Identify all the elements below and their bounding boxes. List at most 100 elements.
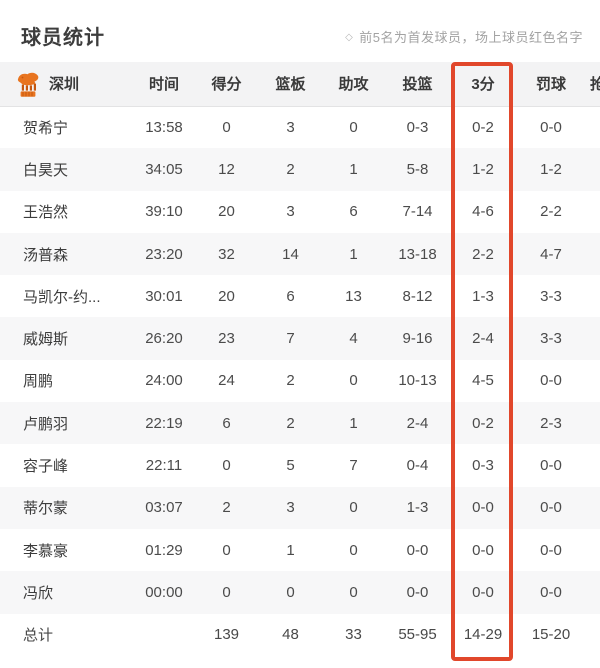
cell-rebounds: 14 (282, 245, 299, 263)
cell-three-points: 0-0 (472, 541, 494, 559)
cell-rebounds: 0 (286, 583, 295, 601)
cell-three-points: 0-2 (472, 414, 494, 432)
table-header-row: 深圳 时间 得分 篮板 助攻 投篮 3分 罚球 抢断 (0, 62, 600, 106)
cell-assists: 1 (349, 414, 358, 432)
cell-rebounds: 2 (286, 372, 295, 390)
table-row[interactable]: 马凯尔-约... 30:01 20 6 13 8-12 1-3 3-3 (0, 275, 600, 318)
cell-time: 01:29 (145, 541, 183, 559)
cell-rebounds: 2 (286, 414, 295, 432)
cell-rebounds: 3 (286, 203, 295, 221)
cell-field-goals: 55-95 (398, 626, 437, 644)
cell-steals-clipped (586, 402, 600, 444)
table-row[interactable]: 李慕豪 01:29 0 1 0 0-0 0-0 0-0 (0, 528, 600, 572)
col-header-time: 时间 (148, 76, 179, 94)
table-row[interactable]: 周鹏 24:00 24 2 0 10-13 4-5 0-0 (0, 359, 600, 403)
cell-free-throws: 0-0 (540, 457, 562, 475)
table-row[interactable]: 冯欣 00:00 0 0 0 0-0 0-0 0-0 (0, 571, 600, 614)
stats-header: 球员统计 ◇ 前5名为首发球员，场上球员红色名字 (0, 0, 600, 62)
player-stats-table: 深圳 时间 得分 篮板 助攻 投篮 3分 罚球 抢断 贺希宁 13:58 0 3… (0, 62, 600, 656)
player-name: 威姆斯 (23, 331, 69, 349)
player-name: 李慕豪 (23, 542, 69, 560)
cell-steals-clipped (586, 614, 600, 656)
cell-points: 32 (218, 245, 235, 263)
cell-points: 24 (218, 372, 235, 390)
total-label: 总计 (23, 627, 54, 645)
cell-time (134, 614, 194, 656)
cell-time: 00:00 (145, 583, 183, 601)
cell-time: 03:07 (145, 499, 183, 517)
cell-assists: 4 (349, 330, 358, 348)
cell-field-goals: 0-0 (406, 541, 429, 559)
table-row[interactable]: 威姆斯 26:20 23 7 4 9-16 2-4 3-3 (0, 317, 600, 360)
col-header-team: 深圳 (0, 62, 134, 106)
cell-field-goals: 0-4 (406, 457, 429, 475)
cell-time: 24:00 (145, 372, 183, 390)
cell-assists: 1 (349, 160, 358, 178)
cell-points: 12 (218, 160, 235, 178)
cell-points: 20 (218, 287, 235, 305)
cell-assists: 1 (349, 245, 358, 263)
cell-steals-clipped (586, 487, 600, 529)
team-logo-icon (16, 70, 40, 98)
table-row[interactable]: 汤普森 23:20 32 14 1 13-18 2-2 4-7 (0, 232, 600, 276)
player-name: 卢鹏羽 (23, 415, 69, 433)
cell-steals-clipped (586, 529, 600, 571)
cell-free-throws: 0-0 (540, 583, 562, 601)
player-stats-table-wrap: 深圳 时间 得分 篮板 助攻 投篮 3分 罚球 抢断 贺希宁 13:58 0 3… (0, 62, 600, 656)
cell-free-throws: 0-0 (540, 118, 562, 136)
player-name: 冯欣 (23, 584, 54, 602)
cell-steals-clipped (586, 106, 600, 148)
table-row[interactable]: 白昊天 34:05 12 2 1 5-8 1-2 1-2 (0, 148, 600, 191)
cell-rebounds: 7 (286, 330, 295, 348)
table-row[interactable]: 王浩然 39:10 20 3 6 7-14 4-6 2-2 (0, 190, 600, 233)
cell-rebounds: 48 (282, 626, 299, 644)
cell-rebounds: 6 (286, 287, 295, 305)
cell-three-points: 4-6 (472, 203, 494, 221)
col-header-field-goals: 投篮 (402, 76, 433, 94)
cell-rebounds: 5 (286, 457, 295, 475)
player-name: 汤普森 (23, 246, 69, 264)
cell-three-points: 0-2 (472, 118, 494, 136)
cell-steals-clipped (586, 233, 600, 275)
col-header-steals-clipped: 抢断 (590, 76, 600, 94)
cell-assists: 13 (345, 287, 362, 305)
cell-free-throws: 3-3 (540, 287, 562, 305)
cell-assists: 0 (349, 541, 358, 559)
cell-free-throws: 15-20 (531, 626, 571, 644)
player-name: 王浩然 (23, 204, 69, 222)
cell-free-throws: 2-2 (540, 203, 562, 221)
player-name: 容子峰 (23, 458, 69, 476)
cell-three-points: 1-2 (472, 160, 494, 178)
col-header-points: 得分 (211, 76, 242, 94)
cell-rebounds: 3 (286, 118, 295, 136)
player-name: 马凯尔-约... (23, 288, 101, 306)
table-row[interactable]: 蒂尔蒙 03:07 2 3 0 1-3 0-0 0-0 (0, 486, 600, 529)
cell-three-points: 1-3 (472, 287, 494, 305)
cell-three-points: 4-5 (472, 372, 494, 390)
table-total-row: 总计 139 48 33 55-95 14-29 15-20 (0, 613, 600, 656)
table-row[interactable]: 容子峰 22:11 0 5 7 0-4 0-3 0-0 (0, 444, 600, 487)
cell-assists: 0 (349, 372, 358, 390)
cell-assists: 0 (349, 583, 358, 601)
cell-time: 30:01 (145, 287, 183, 305)
diamond-bullet-icon: ◇ (345, 32, 354, 43)
legend-note-text: 前5名为首发球员，场上球员红色名字 (359, 30, 583, 45)
cell-field-goals: 7-14 (402, 203, 433, 221)
page-title: 球员统计 (21, 27, 105, 49)
cell-three-points: 0-0 (472, 499, 494, 517)
cell-free-throws: 0-0 (540, 541, 562, 559)
cell-assists: 0 (349, 118, 358, 136)
legend-note: ◇ 前5名为首发球员，场上球员红色名字 (345, 25, 583, 51)
player-name: 蒂尔蒙 (23, 500, 69, 518)
cell-steals-clipped (586, 444, 600, 486)
cell-time: 13:58 (145, 118, 183, 136)
table-row[interactable]: 卢鹏羽 22:19 6 2 1 2-4 0-2 2-3 (0, 402, 600, 445)
col-header-three-points: 3分 (471, 76, 495, 94)
cell-points: 0 (222, 118, 231, 136)
cell-points: 20 (218, 203, 235, 221)
cell-free-throws: 2-3 (540, 414, 562, 432)
cell-field-goals: 9-16 (402, 330, 433, 348)
cell-assists: 33 (345, 626, 362, 644)
table-row[interactable]: 贺希宁 13:58 0 3 0 0-3 0-2 0-0 (0, 106, 600, 149)
cell-field-goals: 8-12 (402, 287, 433, 305)
